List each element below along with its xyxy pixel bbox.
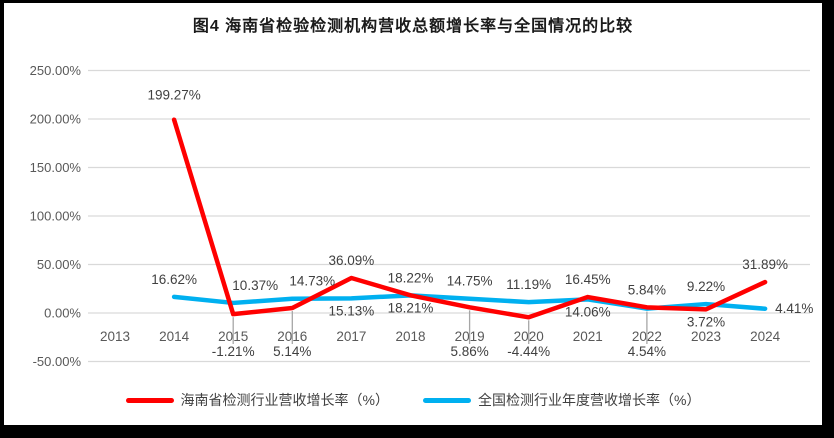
data-label-hainan: 31.89% [742,257,788,272]
x-axis-year-label: 2017 [336,329,366,344]
y-axis-tick-label: 250.00% [30,63,82,78]
legend-line-national-swatch [423,397,471,403]
series-hainan-line [171,117,768,320]
data-label-national: 14.75% [447,274,493,289]
data-label-hainan: 199.27% [147,88,200,103]
legend-label-national: 全国检测行业年度营收增长率（%） [478,392,701,408]
data-label-national: 9.22% [687,279,725,294]
data-label-national: 14.73% [289,274,335,289]
y-axis-tick-label: 50.00% [37,257,82,272]
data-label-hainan: -4.44% [507,344,550,359]
plot-area: 250.00% 200.00% 150.00% 100.00% 50.00% 0.00% -… [30,63,814,369]
y-axis-tick-label: 0.00% [44,306,81,321]
legend-line-hainan-swatch [125,397,174,403]
x-axis-year-label: 2018 [395,329,425,344]
data-label-national: 16.62% [151,272,197,287]
chart: 图4 海南省检验检测机构营收总额增长率与全国情况的比较 250.00% 200.0… [4,3,822,425]
x-axis-year-label: 2021 [573,329,603,344]
y-axis-tick-label: -50.00% [33,354,82,369]
data-label-national: 4.41% [775,301,813,316]
x-axis-year-label: 2024 [750,329,781,344]
data-label-hainan: 5.14% [273,344,311,359]
legend: 海南省检测行业营收增长率（%） 全国检测行业年度营收增长率（%） [4,390,822,410]
legend-item-hainan: 海南省检测行业营收增长率（%） [125,390,389,410]
data-label-hainan: 36.09% [329,253,375,268]
data-label-hainan: -1.21% [212,344,255,359]
data-label-national: 11.19% [506,277,551,292]
data-label-hainan: 5.84% [628,282,666,297]
data-label-national: 4.54% [628,344,666,359]
y-axis-tick-label: 150.00% [30,160,82,175]
chart-title: 图4 海南省检验检测机构营收总额增长率与全国情况的比较 [192,18,634,35]
x-axis-year-label: 2023 [691,329,721,344]
x-axis-year-label: 2014 [159,329,190,344]
data-label-national: 15.13% [329,303,375,318]
data-label-hainan: 18.22% [388,270,434,285]
legend-label-hainan: 海南省检测行业营收增长率（%） [180,392,389,408]
data-label-national: 14.06% [565,304,611,319]
data-label-national: 10.37% [232,278,278,293]
y-axis-tick-label: 200.00% [30,112,82,127]
data-label-hainan: 5.86% [450,344,488,359]
data-label-national: 18.21% [388,300,434,315]
legend-item-national: 全国检测行业年度营收增长率（%） [423,390,700,410]
y-axis-tick-label: 100.00% [30,209,82,224]
x-axis-year-label: 2013 [100,329,130,344]
data-label-hainan: 3.72% [687,314,725,329]
data-label-hainan: 16.45% [565,272,611,287]
